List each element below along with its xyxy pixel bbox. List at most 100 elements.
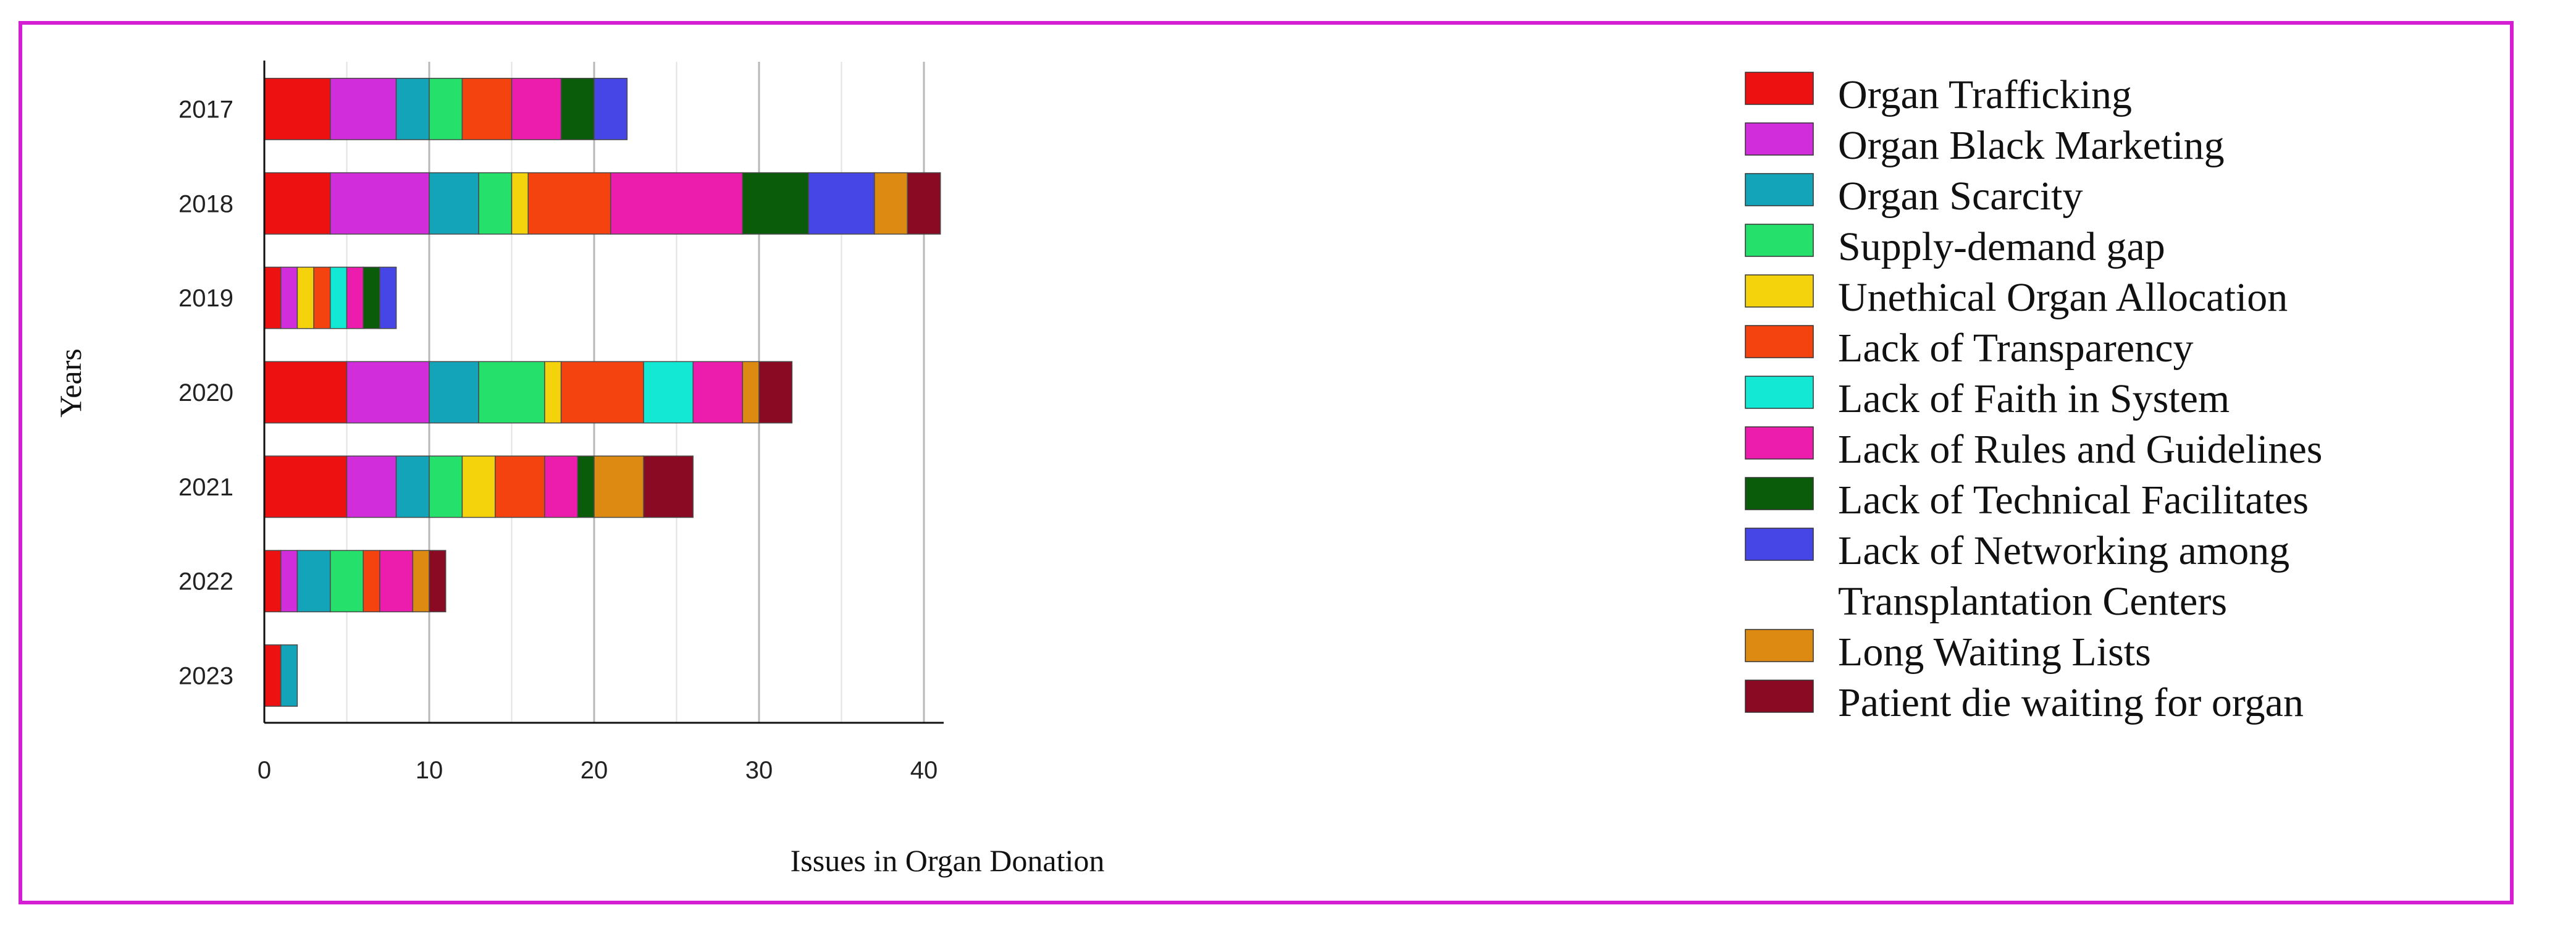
y-tick-label: 2023 bbox=[178, 663, 233, 690]
legend-label: Lack of Rules and Guidelines bbox=[1838, 427, 2322, 472]
y-tick-label: 2019 bbox=[178, 285, 233, 312]
bar-segment bbox=[264, 78, 331, 140]
bar-segment bbox=[429, 78, 463, 140]
bar-segment bbox=[692, 361, 744, 424]
bar-segment bbox=[280, 550, 298, 613]
legend-label: Lack of Networking among bbox=[1838, 528, 2289, 573]
legend-label: Organ Trafficking bbox=[1838, 72, 2132, 117]
bar-segment bbox=[395, 78, 430, 140]
bar-segment bbox=[313, 266, 331, 329]
bars-layer bbox=[264, 78, 941, 707]
bar-segment bbox=[363, 266, 380, 329]
legend-swatch bbox=[1745, 376, 1814, 409]
bar-segment bbox=[330, 266, 348, 329]
legend-label: Lack of Technical Facilitates bbox=[1838, 478, 2309, 523]
bar-segment bbox=[429, 550, 447, 613]
bar-segment bbox=[346, 361, 430, 424]
bar-segment bbox=[560, 361, 644, 424]
bar-segment bbox=[577, 455, 595, 518]
bar-segment bbox=[395, 455, 430, 518]
bar-segment bbox=[874, 172, 908, 235]
bar-segment bbox=[461, 455, 496, 518]
y-tick-label: 2018 bbox=[178, 190, 233, 217]
bar-segment bbox=[429, 361, 479, 424]
bar-segment bbox=[808, 172, 875, 235]
bar-segment bbox=[330, 550, 364, 613]
y-tick-label: 2022 bbox=[178, 568, 233, 596]
bar-segment bbox=[742, 172, 809, 235]
bar-segment bbox=[511, 78, 562, 140]
bar-segment bbox=[264, 361, 348, 424]
legend-swatch bbox=[1745, 325, 1814, 358]
legend-label: Unethical Organ Allocation bbox=[1838, 275, 2288, 320]
bar-segment bbox=[429, 455, 463, 518]
legend-swatch bbox=[1745, 629, 1814, 662]
bar-segment bbox=[495, 455, 545, 518]
y-axis-title: Years bbox=[53, 348, 88, 418]
legend-swatch bbox=[1745, 477, 1814, 510]
chart: 2017 2018 2019 2020 2021 2022 2023 0 10 20 30 40 Is… bbox=[53, 61, 2322, 878]
y-tick-label: 2020 bbox=[178, 379, 233, 406]
legend-label: Organ Scarcity bbox=[1838, 174, 2083, 219]
bar-segment bbox=[264, 266, 282, 329]
bar-segment bbox=[643, 361, 694, 424]
bar-segment bbox=[544, 455, 579, 518]
legend-swatch bbox=[1745, 274, 1814, 308]
legend-label: Patient die waiting for organ bbox=[1838, 680, 2304, 725]
legend-label: Lack of Faith in System bbox=[1838, 376, 2230, 421]
x-tick-label: 10 bbox=[416, 757, 443, 784]
legend-swatch bbox=[1745, 72, 1814, 105]
bar-segment bbox=[330, 78, 397, 140]
bar-segment bbox=[610, 172, 744, 235]
bar-segment bbox=[264, 644, 282, 707]
bar-segment bbox=[478, 172, 513, 235]
bar-segment bbox=[296, 550, 331, 613]
bar-segment bbox=[264, 455, 348, 518]
legend-swatch bbox=[1745, 122, 1814, 156]
bar-segment bbox=[280, 266, 298, 329]
legend-swatch bbox=[1745, 224, 1814, 257]
bar-segment bbox=[346, 266, 364, 329]
bar-segment bbox=[264, 550, 282, 613]
bar-segment bbox=[758, 361, 793, 424]
bar-segment bbox=[264, 172, 331, 235]
bar-segment bbox=[280, 644, 298, 707]
bar-segment bbox=[429, 172, 479, 235]
legend-swatch bbox=[1745, 173, 1814, 206]
legend-swatch bbox=[1745, 426, 1814, 460]
x-tick-label: 30 bbox=[745, 757, 773, 784]
x-tick-label: 0 bbox=[258, 757, 271, 784]
bar-segment bbox=[511, 172, 529, 235]
bar-segment bbox=[412, 550, 430, 613]
legend: Organ Trafficking Organ Black Marketing Or… bbox=[1745, 72, 2322, 725]
bar-segment bbox=[907, 172, 941, 235]
chart-frame: 2017 2018 2019 2020 2021 2022 2023 0 10 20 30 40 Is… bbox=[19, 21, 2514, 904]
legend-label: Long Waiting Lists bbox=[1838, 630, 2151, 675]
x-tick-label: 40 bbox=[910, 757, 938, 784]
bar-segment bbox=[296, 266, 314, 329]
bar-segment bbox=[379, 550, 414, 613]
bar-segment bbox=[363, 550, 380, 613]
bar-segment bbox=[594, 455, 644, 518]
bar-segment bbox=[527, 172, 611, 235]
y-tick-label: 2021 bbox=[178, 474, 233, 501]
legend-swatch bbox=[1745, 680, 1814, 713]
bar-segment bbox=[478, 361, 545, 424]
bar-segment bbox=[346, 455, 397, 518]
axis-layer: 2017 2018 2019 2020 2021 2022 2023 0 10 20 30 40 bbox=[178, 61, 944, 784]
y-tick-label: 2017 bbox=[178, 96, 233, 123]
legend-label: Organ Black Marketing bbox=[1838, 123, 2225, 168]
bar-segment bbox=[742, 361, 760, 424]
bar-segment bbox=[594, 78, 628, 140]
legend-swatch bbox=[1745, 528, 1814, 561]
bar-segment bbox=[379, 266, 397, 329]
bar-segment bbox=[544, 361, 562, 424]
bar-segment bbox=[643, 455, 694, 518]
x-tick-label: 20 bbox=[581, 757, 608, 784]
bar-segment bbox=[330, 172, 430, 235]
bar-segment bbox=[560, 78, 595, 140]
x-axis-title: Issues in Organ Donation bbox=[791, 843, 1105, 878]
legend-label: Lack of Transparency bbox=[1838, 326, 2194, 371]
bar-segment bbox=[461, 78, 513, 140]
legend-label: Transplantation Centers bbox=[1838, 579, 2227, 624]
